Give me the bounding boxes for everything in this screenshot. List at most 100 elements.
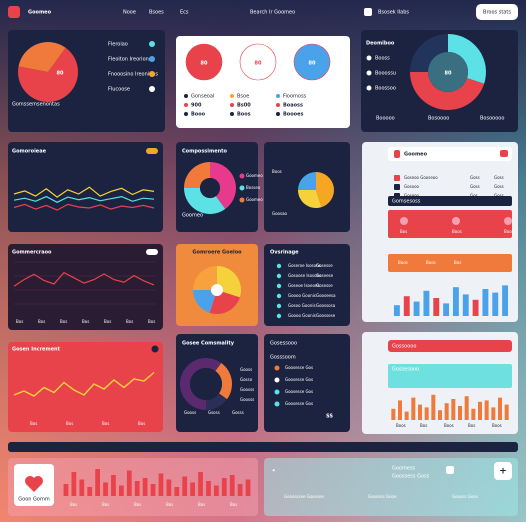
label: Goosesse Gos [285,377,313,382]
bar [472,299,479,316]
icon[interactable] [151,345,159,353]
bar [462,294,469,316]
bar [158,473,164,496]
label: Boos [426,260,436,265]
bar [134,481,140,496]
label: Goooss Goos [452,494,478,499]
bar [95,469,100,496]
bar [502,285,509,316]
label: Goseroe Isosons [288,263,321,268]
x-tick-label: Bos [60,319,67,324]
bar [214,485,219,496]
bar [71,472,77,496]
dot [230,103,234,107]
line [13,195,155,203]
label: Gooss [184,410,196,415]
strip [8,442,518,452]
line [13,371,155,397]
dot [239,185,245,191]
bar [418,404,422,420]
header-button-label[interactable]: Broos stats [483,10,511,16]
dot [276,94,280,98]
x-tick-label: Bos [230,502,237,507]
legend-label: Fleoiton Ireorions [108,57,152,63]
x-tick-label: Bos [102,421,109,426]
dot [276,313,282,319]
icon[interactable] [500,150,508,157]
nav-item[interactable]: Nooe [123,10,136,16]
bar [237,484,243,496]
list-head: Gosssoom [270,355,296,361]
label: Goseoe Isoeons [288,283,320,288]
center-label: 80 [57,71,64,77]
label: Bosooooo [480,116,504,122]
legend-label: Fleroiao [108,42,128,48]
dot [230,94,234,98]
bar [174,487,180,496]
dot [276,103,280,107]
bar [150,484,156,496]
nav-item[interactable]: Ecs [180,10,189,16]
label: Boos [398,260,408,265]
label: Goosss [240,397,254,402]
slice [448,34,486,84]
x-tick-label: Bos [70,502,77,507]
dot [366,85,372,91]
label: Bosoooo [428,116,449,122]
slice [215,362,232,400]
dot [276,293,282,299]
band [388,364,512,388]
subheader-title: Gomsesoss [392,199,421,205]
bar [478,401,482,420]
user-icon[interactable] [364,8,372,16]
bar [443,303,450,316]
label: Goss [494,184,504,189]
label: Gonseoal [191,94,214,100]
line [13,271,155,287]
add-button-label[interactable]: + [499,467,507,477]
dot [366,70,372,76]
icon[interactable] [446,466,454,474]
label: Boos [452,229,462,234]
dot [149,71,155,77]
dot [504,217,512,225]
bar [423,290,430,316]
add-button[interactable] [494,462,512,480]
slice [210,162,236,210]
bar [492,292,499,316]
label: Goosesse Gos [285,389,313,394]
dot [276,283,282,289]
donut-center [200,178,220,198]
label: Gosooo [404,184,420,189]
bar [182,476,188,496]
search[interactable]: Bearch Ir Goomeo [250,10,295,16]
dot [400,217,408,225]
label: Booooo [376,116,395,122]
slice [206,393,228,410]
circle-label: 80 [255,61,262,67]
nav-item[interactable]: Bsoes [149,10,164,16]
label: Booo [191,112,206,118]
dot [452,217,460,225]
bar [198,472,203,496]
header-button[interactable] [476,4,518,20]
panel-title: Goomeo [404,152,428,158]
label: Goosesse Gos [285,401,313,406]
bar [142,478,148,496]
donut-center [428,52,468,92]
bar [119,485,124,496]
dot [184,94,188,98]
user[interactable]: Bsosek Ilabs [378,10,409,16]
dot [274,389,280,395]
dot [274,365,280,371]
heart-icon [25,475,43,492]
label: Goomeo [246,197,263,202]
logo[interactable] [8,6,20,18]
bar [498,397,502,420]
label: Fioomoss [283,94,307,100]
label: Gos [470,193,478,198]
label: Goossosa [316,303,336,308]
bar [79,479,85,496]
label: Gosesse [316,263,333,268]
x-tick-label: Boos [492,423,502,428]
